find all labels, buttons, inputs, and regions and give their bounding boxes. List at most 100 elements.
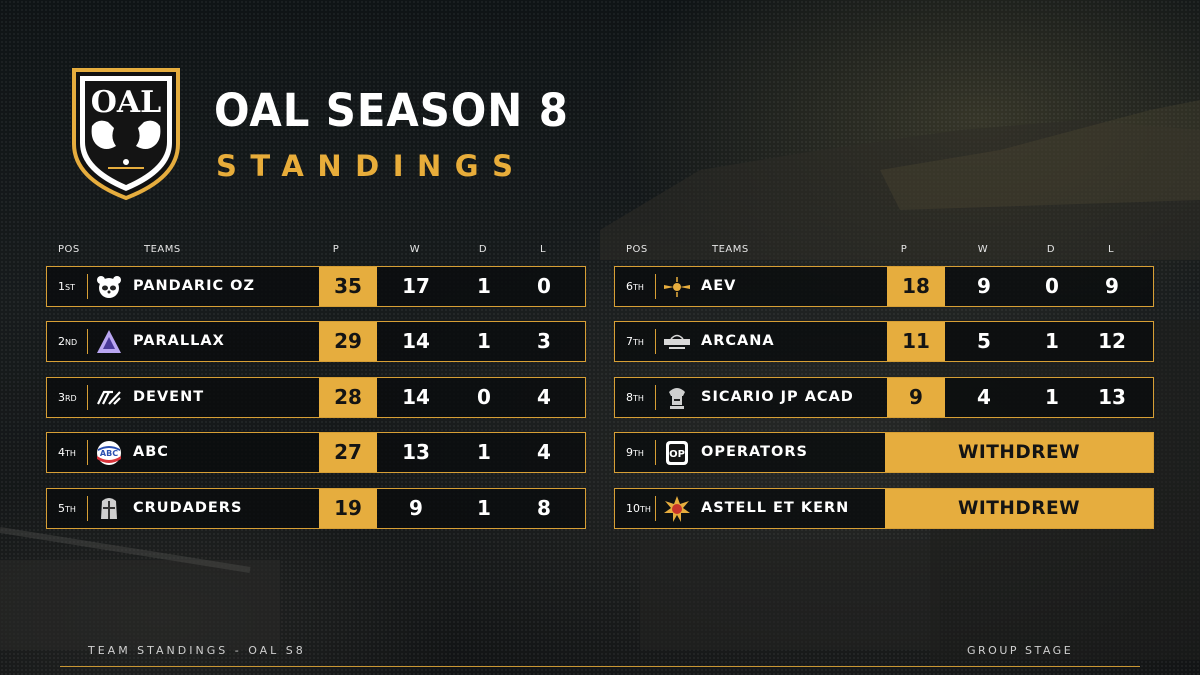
samurai-icon — [669, 387, 685, 409]
draws-cell: 1 — [477, 495, 491, 520]
draws-cell: 1 — [1045, 329, 1059, 354]
rank: 6TH — [626, 280, 644, 293]
arcana-crest-icon — [664, 335, 690, 350]
draws-cell: 1 — [477, 274, 491, 298]
team-name: PARALLAX — [133, 333, 225, 350]
divider — [655, 440, 656, 466]
column-header-points: P — [332, 244, 340, 255]
standings-row: 10TH ASTELL ET KERN WITHDREW — [614, 487, 1154, 529]
rank: 9TH — [626, 446, 644, 460]
sun-emblem-icon — [664, 495, 690, 522]
divider — [87, 329, 88, 355]
team-name: AEV — [701, 278, 737, 294]
draws-cell: 1 — [1045, 384, 1059, 409]
standings-row: 3RD DEVENT 28 14 0 4 — [46, 376, 586, 418]
standings-table-left: POS TEAMS P W D L 1ST PANDARIC OZ 35 17 … — [46, 244, 586, 543]
losses-cell: 12 — [1098, 329, 1126, 354]
points-cell: 35 — [319, 267, 377, 306]
column-header-losses: L — [539, 244, 547, 255]
team-name: PANDARIC OZ — [133, 278, 256, 294]
points-cell: 29 — [319, 322, 377, 362]
rank: 2ND — [58, 335, 78, 349]
table-header: POS TEAMS P W D L — [614, 244, 1154, 258]
points-cell: 28 — [319, 377, 377, 417]
op-badge-icon: OP — [666, 441, 688, 466]
parallax-triangle-icon — [97, 330, 121, 354]
team-name: SICARIO JP ACAD — [701, 388, 854, 405]
standings-table-right: POS TEAMS P W D L 6TH AEV 18 9 0 9 7TH A… — [614, 244, 1154, 543]
team-name: ABC — [133, 444, 169, 461]
svg-text:ABC: ABC — [100, 449, 118, 458]
standings-row: 5TH CRUDADERS 19 9 1 8 — [46, 487, 586, 529]
column-header-wins: W — [977, 244, 989, 255]
column-header-points: P — [900, 244, 908, 255]
devent-icon — [97, 390, 121, 405]
standings-row: 1ST PANDARIC OZ 35 17 1 0 — [46, 266, 586, 307]
standings-row: 6TH AEV 18 9 0 9 — [614, 266, 1154, 307]
knight-helmet-icon — [101, 497, 117, 519]
divider — [87, 440, 88, 466]
divider — [87, 384, 88, 410]
rank: 7TH — [626, 335, 644, 349]
wins-cell: 13 — [402, 440, 430, 465]
divider — [655, 384, 656, 410]
rank: 10TH — [626, 501, 651, 515]
losses-cell: 4 — [537, 384, 551, 409]
rank: 4TH — [58, 446, 76, 460]
oal-logo: OAL — [72, 68, 180, 201]
team-name: ASTELL ET KERN — [701, 499, 850, 516]
draws-cell: 0 — [477, 384, 491, 409]
divider — [87, 274, 88, 299]
rank: 1ST — [58, 280, 75, 293]
team-name: ARCANA — [701, 333, 775, 350]
wins-cell: 9 — [409, 495, 423, 520]
team-name: DEVENT — [133, 388, 205, 405]
divider — [655, 274, 656, 299]
points-cell: 18 — [887, 267, 945, 306]
column-header-teams: TEAMS — [712, 244, 749, 255]
team-name: CRUDADERS — [133, 499, 243, 516]
wins-cell: 14 — [402, 384, 430, 409]
losses-cell: 13 — [1098, 384, 1126, 409]
wins-cell: 14 — [402, 329, 430, 354]
standings-row: 7TH ARCANA 11 5 1 12 — [614, 321, 1154, 363]
points-cell: 27 — [319, 433, 377, 473]
standings-row: 4TH ABC ABC 27 13 1 4 — [46, 432, 586, 474]
wins-cell: 4 — [977, 384, 991, 409]
column-header-draws: D — [478, 244, 488, 255]
winged-sun-icon — [664, 277, 690, 297]
standings-row: 9TH OP OPERATORS WITHDREW — [614, 432, 1154, 474]
losses-cell: 3 — [537, 329, 551, 354]
withdrew-badge: WITHDREW — [885, 488, 1153, 528]
table-header: POS TEAMS P W D L — [46, 244, 586, 258]
svg-text:OP: OP — [669, 449, 685, 460]
column-header-draws: D — [1046, 244, 1056, 255]
wins-cell: 17 — [402, 274, 430, 298]
losses-cell: 0 — [537, 274, 551, 298]
footer-divider — [60, 666, 1140, 667]
page-subtitle: STANDINGS — [216, 149, 527, 183]
rank: 5TH — [58, 501, 76, 515]
draws-cell: 0 — [1045, 274, 1059, 298]
losses-cell: 4 — [537, 440, 551, 465]
losses-cell: 8 — [537, 495, 551, 520]
draws-cell: 1 — [477, 440, 491, 465]
points-cell: 19 — [319, 488, 377, 528]
wins-cell: 9 — [977, 274, 991, 298]
page-title: OAL SEASON 8 — [214, 84, 569, 137]
rank: 8TH — [626, 390, 644, 404]
points-cell: 9 — [887, 377, 945, 417]
column-header-pos: POS — [58, 244, 80, 255]
divider — [87, 495, 88, 521]
logo-lettering: OAL — [91, 85, 162, 120]
points-cell: 11 — [887, 322, 945, 362]
team-name: OPERATORS — [701, 444, 808, 461]
column-header-pos: POS — [626, 244, 648, 255]
standings-row: 8TH SICARIO JP ACAD 9 4 1 13 — [614, 376, 1154, 418]
panda-icon — [97, 276, 121, 298]
column-header-teams: TEAMS — [144, 244, 181, 255]
footer-caption-right: GROUP STAGE — [967, 644, 1074, 657]
withdrew-badge: WITHDREW — [885, 433, 1153, 473]
abc-badge-icon: ABC — [97, 441, 121, 466]
rank: 3RD — [58, 390, 77, 404]
